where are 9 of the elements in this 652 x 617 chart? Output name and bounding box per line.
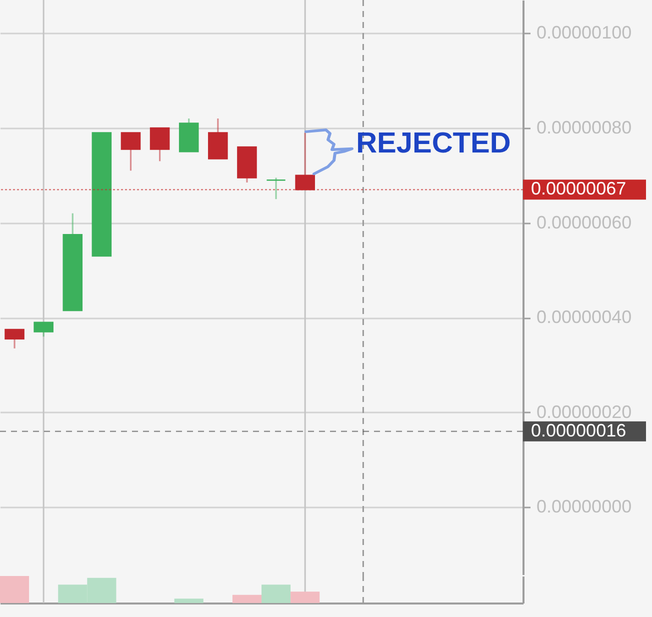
ref-line-label: 0.00000016 (531, 420, 626, 440)
y-tick-label: 0.00000040 (536, 307, 632, 328)
y-tick-label: 0.00000020 (536, 402, 632, 422)
y-tick-label: 0.00000060 (536, 212, 632, 232)
y-tick-label: 0.00000000 (536, 496, 632, 517)
ref-line-label: 0.00000067 (531, 178, 626, 199)
y-tick-label: 0.00000080 (536, 117, 632, 138)
y-tick-label: 0.00000100 (536, 22, 632, 43)
annotation: REJECTED (356, 128, 511, 160)
